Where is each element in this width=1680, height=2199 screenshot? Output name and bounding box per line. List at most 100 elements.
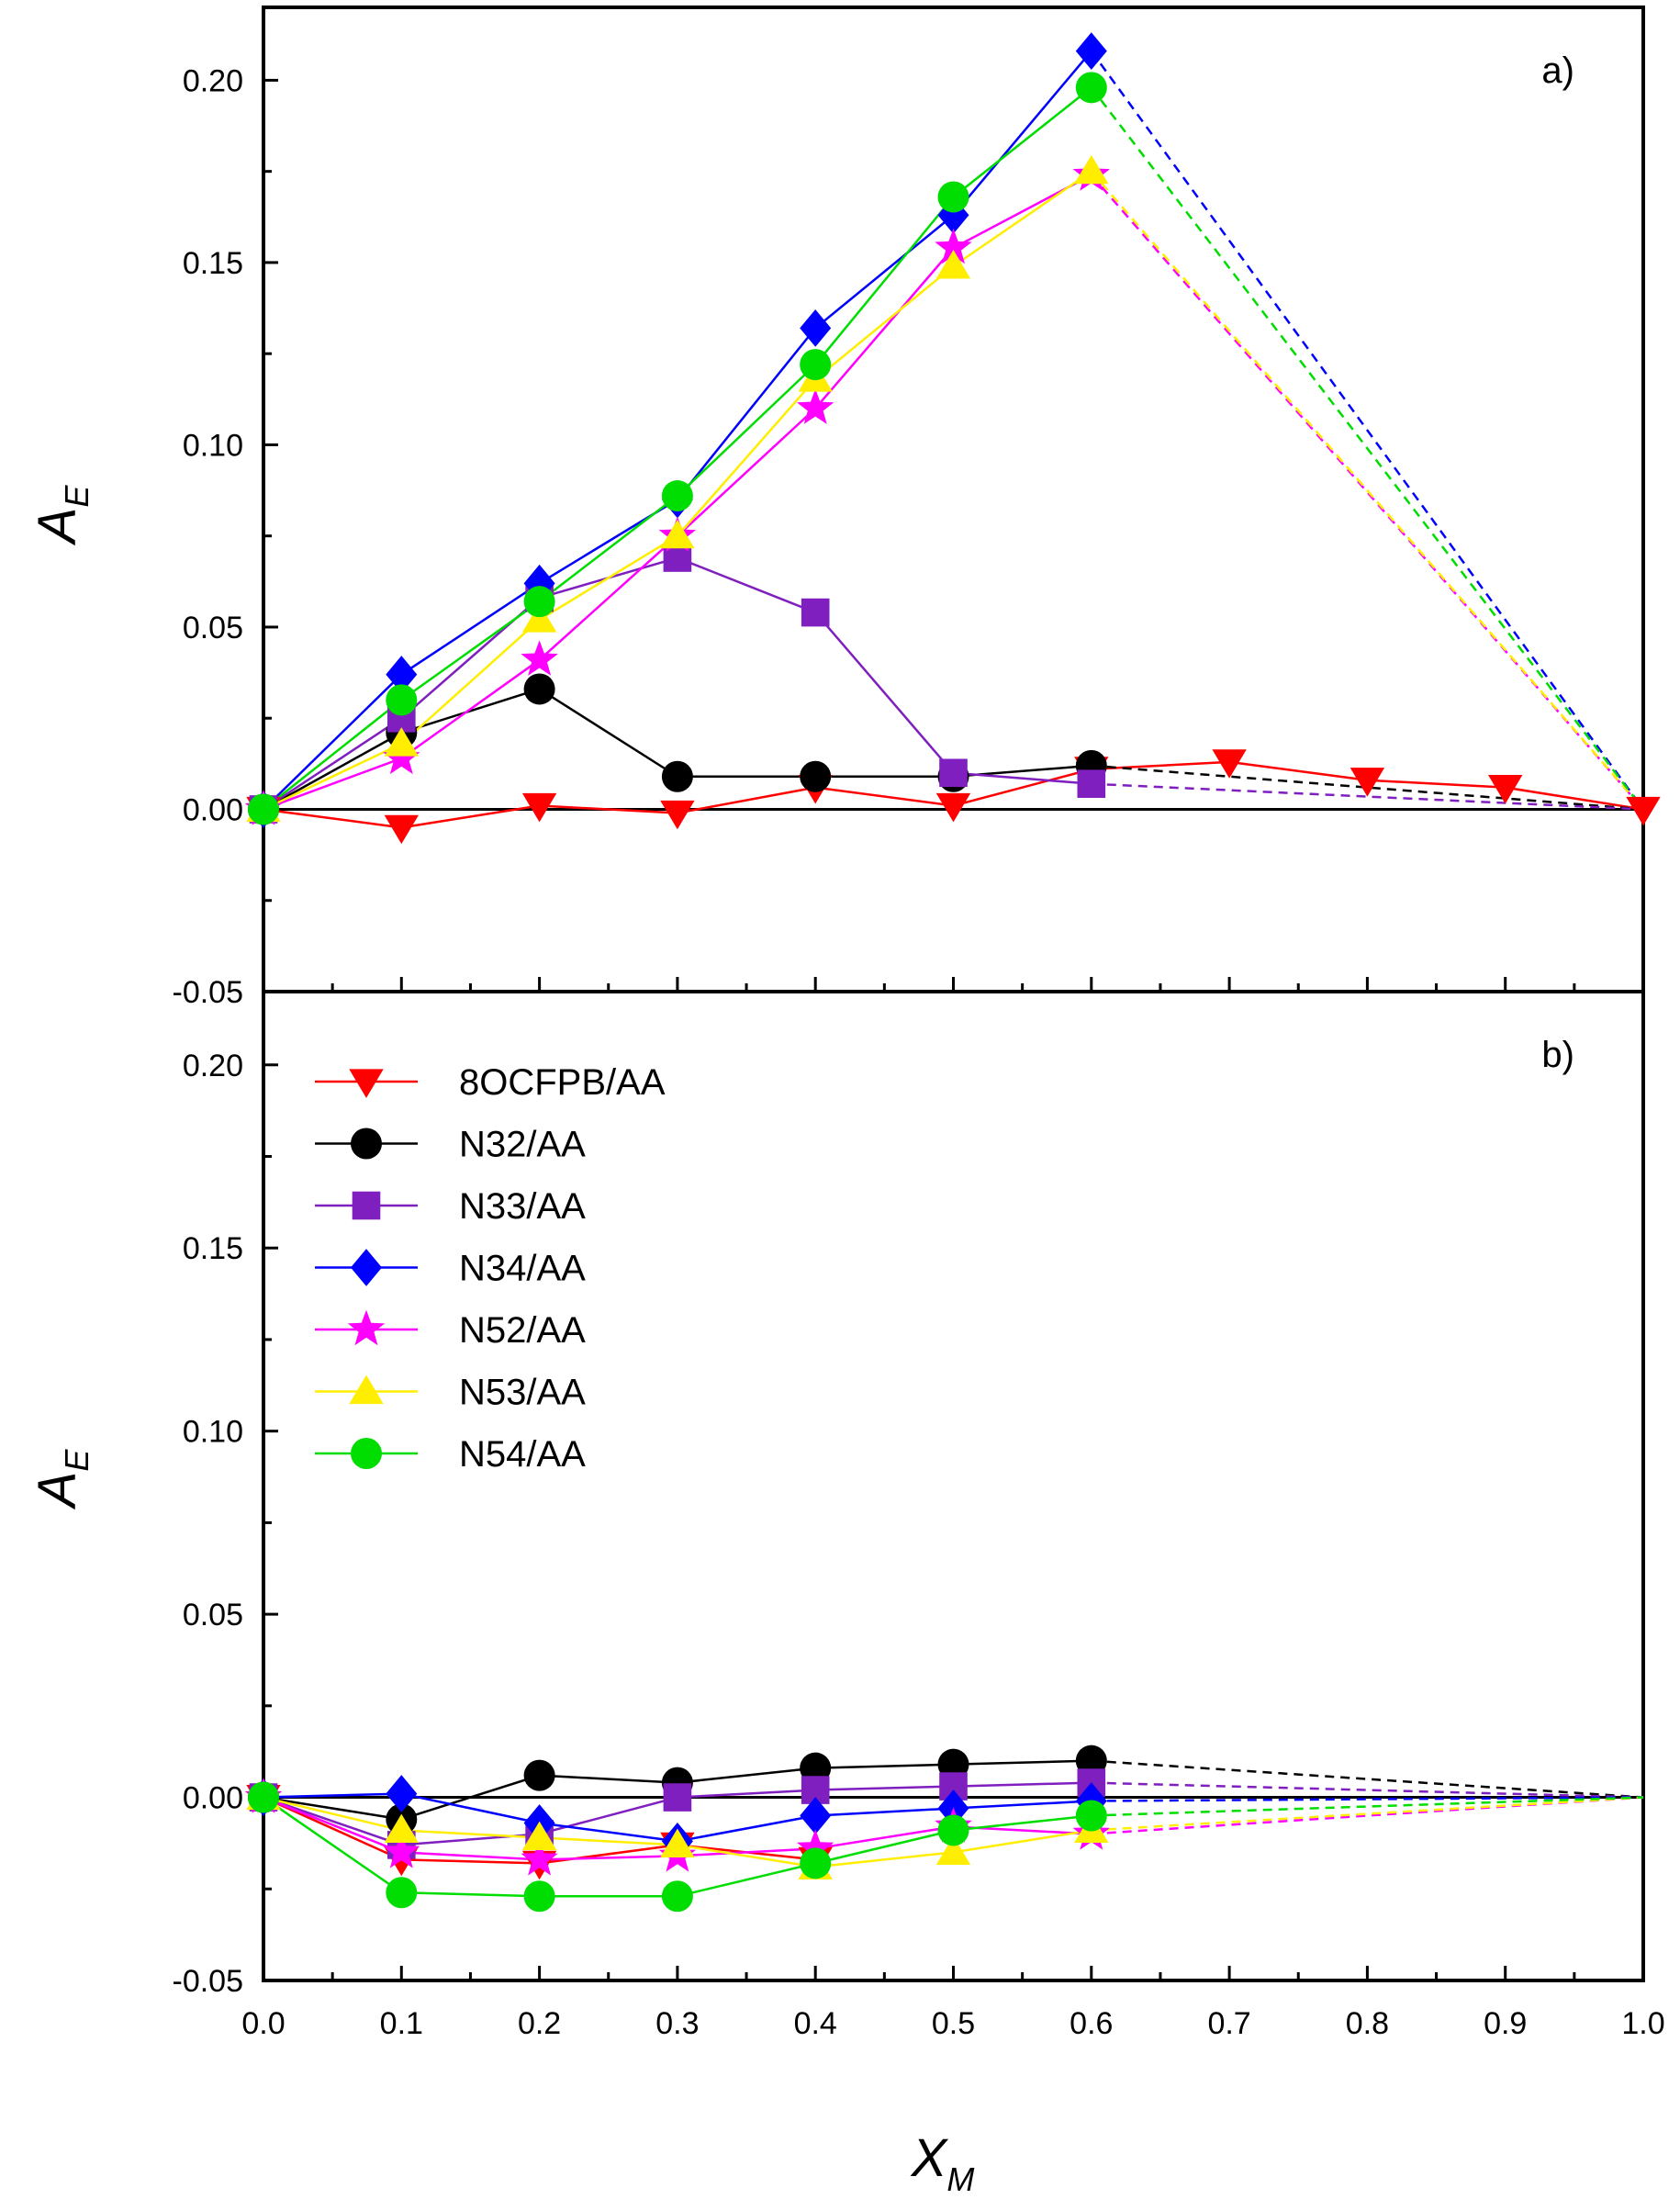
series-line-s33-b	[815, 1785, 954, 1791]
data-point-s52-a	[383, 738, 420, 775]
series-line-s33-a	[263, 717, 402, 811]
data-point-s54-b	[523, 1880, 555, 1913]
series-line-s33-b	[539, 1796, 678, 1835]
series-line-s34-a	[676, 327, 817, 500]
legend-label-s8: 8OCFPB/AA	[459, 1062, 666, 1103]
series-line-s33-b	[677, 1789, 816, 1799]
data-point-s32-b	[800, 1752, 832, 1784]
series-line-s34-b	[815, 1807, 954, 1817]
series-line-s52-b	[677, 1847, 816, 1857]
y-axis-label-b: AE	[28, 1449, 95, 1510]
series-line-s53-b	[953, 1829, 1092, 1854]
data-point-s33-b	[663, 1783, 692, 1812]
data-point-s32-a	[523, 673, 555, 705]
series-line-s8-a	[539, 804, 678, 814]
legend-label-s54: N54/AA	[459, 1434, 586, 1475]
series-line-s32-b	[815, 1763, 954, 1769]
data-point-s33-a	[1077, 769, 1106, 798]
y-tick-label-a: 0.00	[183, 792, 243, 827]
data-point-s54-b	[386, 1877, 418, 1909]
data-point-s54-b	[1075, 1800, 1107, 1832]
x-axis-label: XM	[910, 2128, 975, 2198]
series-line-s53-a	[814, 264, 955, 380]
data-point-s53-b	[521, 1821, 557, 1851]
series-line-s53-a	[400, 619, 541, 745]
series-line-s54-a	[263, 699, 403, 811]
series-line-s53-b	[401, 1829, 540, 1839]
series-line-s8-a	[1367, 779, 1506, 789]
series-line-s53-b	[1091, 1796, 1644, 1832]
legend-label-s33: N33/AA	[459, 1186, 586, 1227]
x-tick-label: 0.5	[932, 2006, 975, 2041]
series-line-s8-a	[263, 808, 402, 829]
y-tick-label-b: 0.10	[183, 1415, 243, 1450]
series-line-s52-b	[815, 1825, 954, 1850]
legend-label-s53: N53/AA	[459, 1373, 586, 1413]
series-line-s8-b	[401, 1858, 540, 1865]
data-point-s52-b	[797, 1829, 834, 1865]
series-line-s33-a	[677, 556, 816, 614]
series-line-s54-a	[677, 364, 817, 497]
series-line-s54-a	[814, 196, 955, 365]
legend-marker-s54	[351, 1438, 382, 1469]
panel-label-b: b)	[1541, 1035, 1574, 1075]
y-tick-label-a: 0.10	[183, 428, 243, 463]
data-point-s32-a	[800, 760, 832, 792]
series-line-s52-b	[263, 1796, 402, 1854]
series-line-s54-b	[263, 1796, 403, 1894]
data-point-s34-b	[386, 1775, 418, 1812]
series-line-s53-b	[815, 1851, 954, 1868]
data-point-s54-b	[248, 1781, 279, 1813]
data-point-s34-a	[800, 309, 832, 347]
data-point-s54-a	[523, 586, 555, 618]
data-point-s8-a	[1212, 749, 1247, 779]
data-point-s54-a	[248, 793, 279, 825]
x-tick-label: 0.6	[1070, 2006, 1113, 2041]
legend-label-s34: N34/AA	[459, 1249, 586, 1289]
series-line-s34-a	[814, 214, 955, 330]
legend-marker-s33	[352, 1191, 381, 1220]
legend-marker-s53	[349, 1374, 384, 1405]
series-line-s32-a	[400, 688, 540, 735]
data-point-s54-a	[1075, 72, 1107, 104]
series-line-s54-b	[1091, 1796, 1644, 1817]
series-line-s32-b	[539, 1774, 678, 1784]
data-point-s54-b	[937, 1814, 969, 1846]
series-line-s54-a	[1090, 86, 1644, 811]
series-line-s8-a	[815, 786, 954, 807]
series-line-s53-b	[539, 1836, 678, 1846]
y-tick-label-b: 0.00	[183, 1781, 243, 1816]
series-line-s52-a	[538, 534, 678, 661]
series-line-s53-a	[538, 534, 678, 622]
series-line-s54-b	[677, 1862, 816, 1898]
panel-b: -0.05 0.00 0.05 0.10 0.15 0.20 0.0 0.1 0.2 0.3 0.4…	[173, 990, 1665, 2041]
panel-label-a: a)	[1541, 50, 1574, 91]
legend-marker-s34	[351, 1249, 382, 1286]
y-tick-label-a: 0.15	[183, 246, 243, 281]
y-tick-label-b: 0.15	[183, 1231, 243, 1266]
data-point-s53-b	[660, 1828, 695, 1858]
series-line-s52-a	[814, 247, 955, 410]
x-tick-label: 0.3	[655, 2006, 699, 2041]
data-point-s54-b	[661, 1880, 693, 1913]
series-line-s32-a	[538, 688, 678, 778]
series-line-s53-b	[263, 1796, 402, 1832]
series-line-s54-b	[401, 1891, 540, 1898]
series-line-s33-b	[1091, 1781, 1644, 1799]
x-tick-label: 0.0	[241, 2006, 285, 2041]
series-line-s53-a	[952, 170, 1092, 267]
data-point-s34-a	[386, 656, 418, 693]
series-line-s8-a	[1228, 760, 1368, 781]
series-line-s53-a	[1090, 170, 1644, 811]
series-line-s34-a	[400, 582, 541, 676]
data-point-s53-a	[521, 603, 557, 633]
panel-a: -0.05 0.00 0.05 0.10 0.15 0.20 a)	[173, 6, 1661, 1010]
series-line-s34-b	[677, 1814, 816, 1843]
series-line-s8-b	[539, 1844, 678, 1865]
data-point-s53-a	[660, 519, 695, 549]
series-line-s52-b	[401, 1851, 540, 1861]
series-line-s53-a	[676, 378, 817, 537]
series-line-s32-b	[263, 1796, 402, 1821]
